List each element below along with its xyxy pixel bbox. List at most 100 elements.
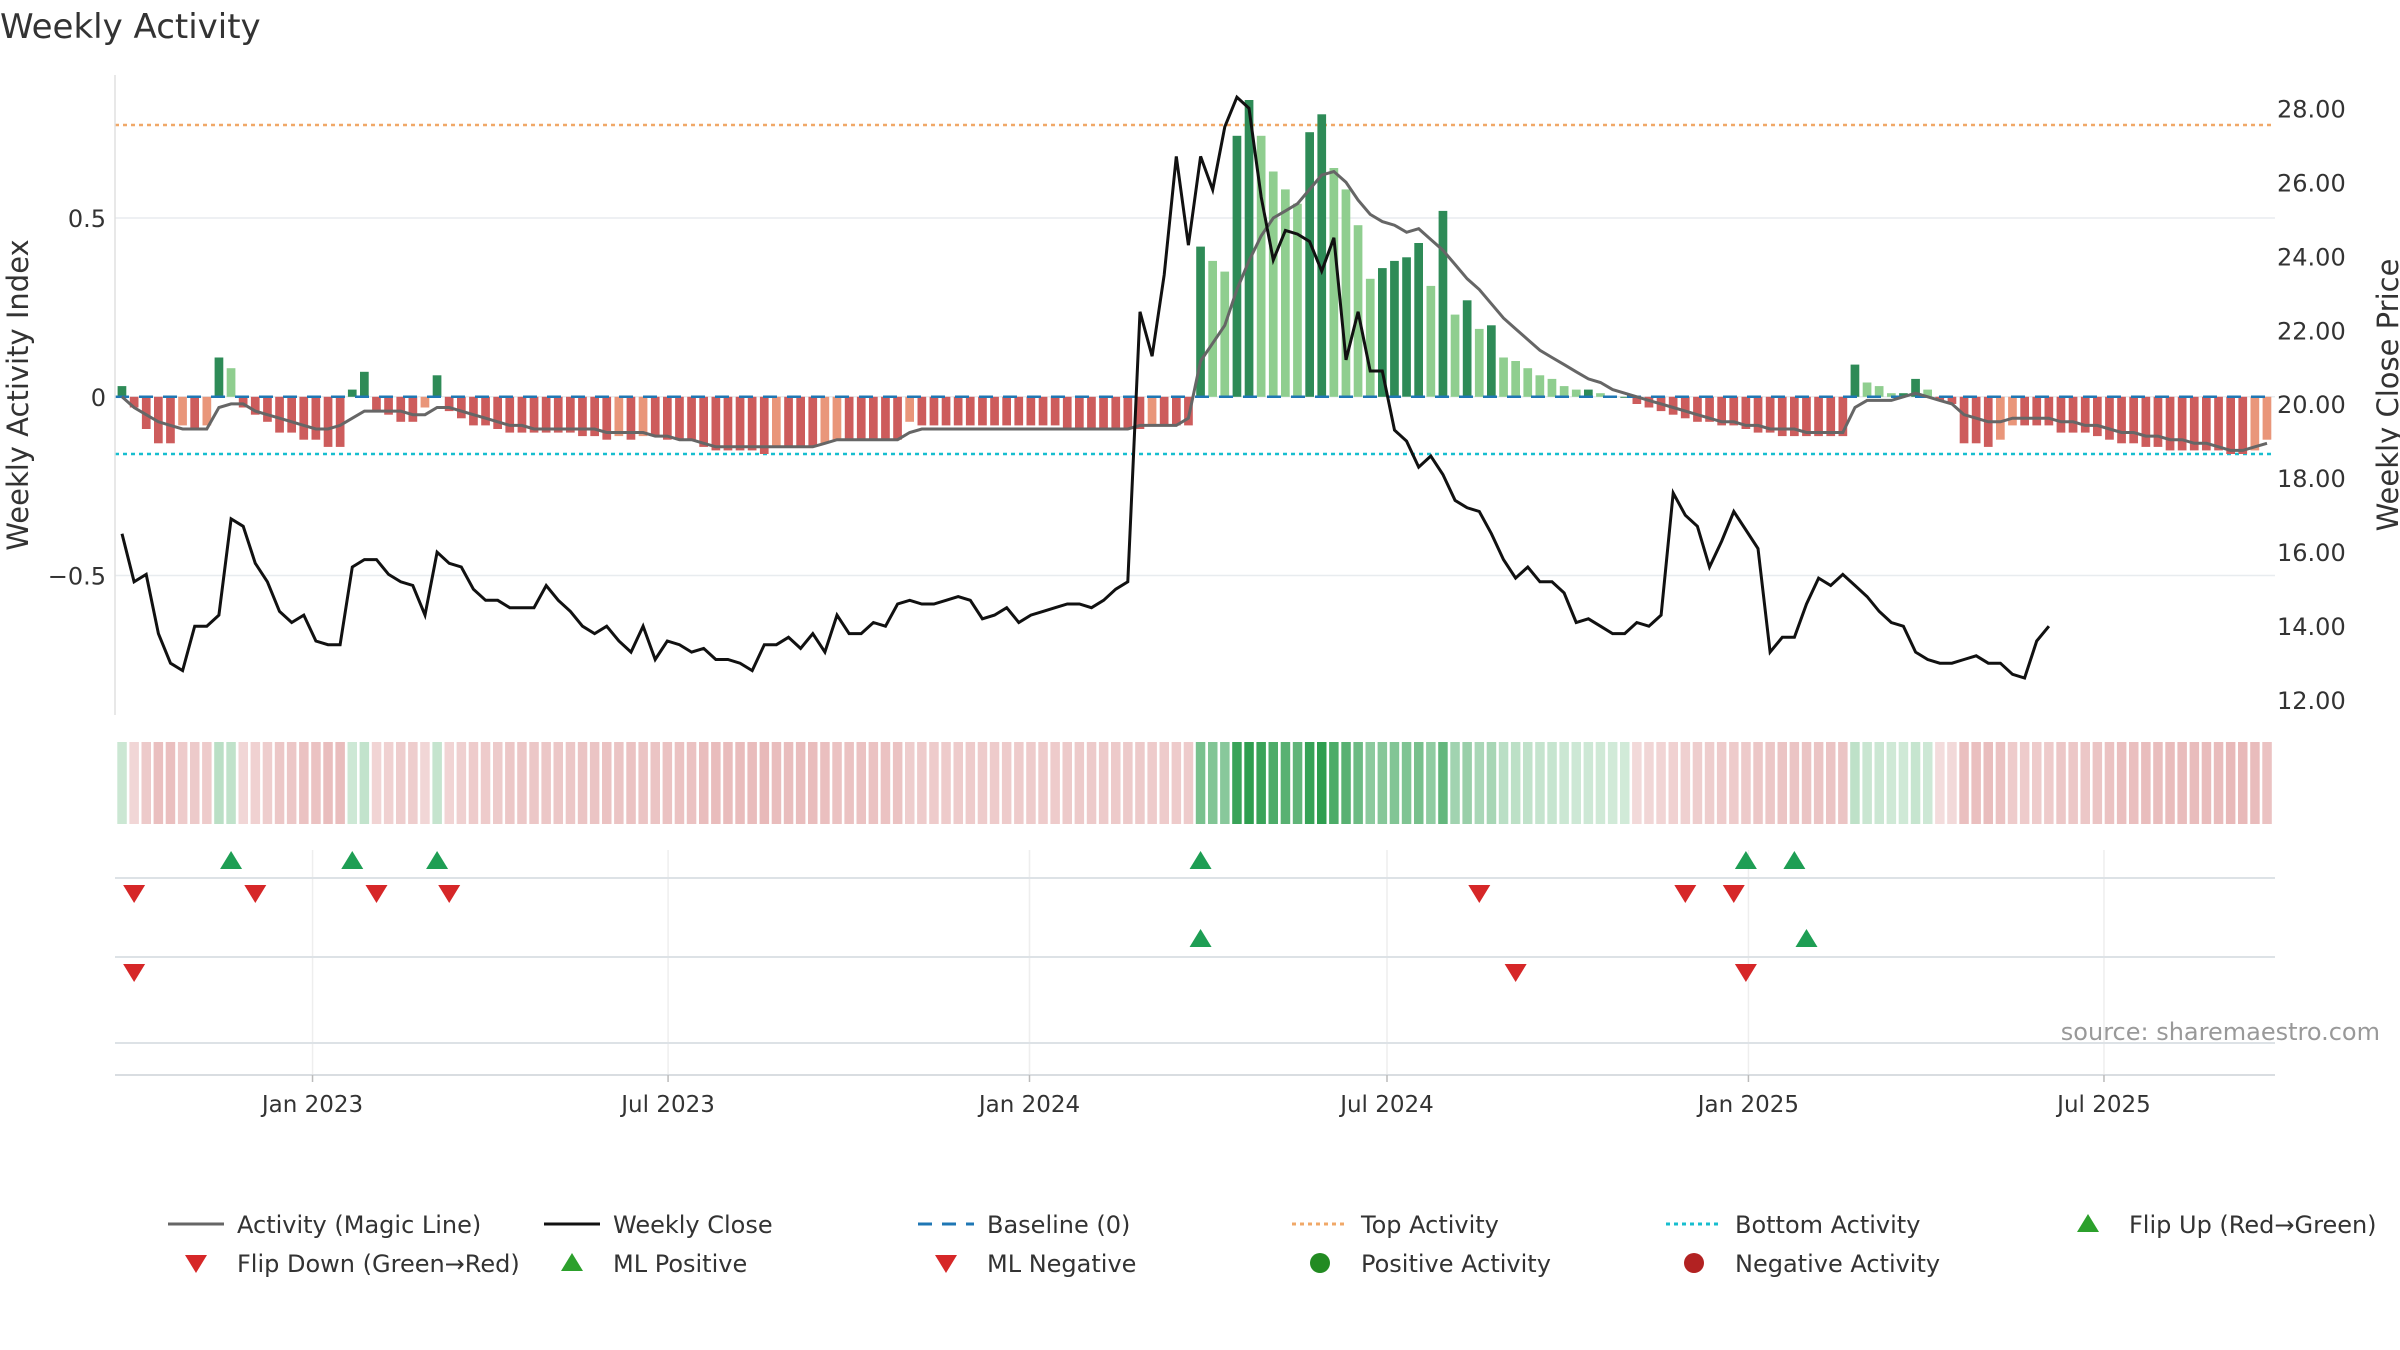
heat-strip-cell <box>1183 742 1194 824</box>
activity-bar <box>1111 396 1121 429</box>
activity-bar <box>578 396 587 437</box>
y-axis-left-label: Weekly Activity Index <box>1 239 35 550</box>
heat-strip-cell <box>1414 742 1424 824</box>
heat-strip-cell <box>1583 742 1594 824</box>
ml-negative-marker <box>1504 964 1527 982</box>
activity-bar <box>1644 396 1654 408</box>
heat-strip-cell <box>638 742 648 824</box>
activity-bar <box>602 396 612 440</box>
legend-label: ML Positive <box>613 1250 747 1278</box>
heat-strip-cell <box>977 742 988 824</box>
heat-strip-cell <box>1304 742 1315 824</box>
heat-strip-cell <box>1317 742 1327 824</box>
activity-bar <box>1329 168 1339 397</box>
heat-strip-cell <box>456 742 467 824</box>
heat-strip-cell <box>2056 742 2066 824</box>
activity-bar <box>856 396 866 440</box>
heat-strip-cell <box>1462 742 1472 824</box>
y-right-tick-label: 18.00 <box>2277 465 2346 493</box>
legend-swatch-triangle-up <box>561 1253 583 1271</box>
heat-strip-cell <box>1256 742 1266 824</box>
heat-strip-cell <box>2007 742 2018 824</box>
heat-strip-cell <box>2262 742 2272 824</box>
source-label: source: sharemaestro.com <box>2061 1018 2380 1046</box>
activity-bar <box>505 396 515 433</box>
weekly-close-line <box>120 94 2051 680</box>
legend-label: Top Activity <box>1360 1211 1499 1239</box>
heat-strip-cell <box>808 742 818 824</box>
activity-bar <box>1729 396 1739 426</box>
heat-strip-cell <box>214 742 224 824</box>
activity-bar <box>1123 396 1133 429</box>
activity-bar <box>1014 396 1024 426</box>
activity-bar <box>141 396 151 429</box>
heat-strip-cell <box>420 742 430 824</box>
flip-down-marker <box>123 885 146 903</box>
activity-bar <box>553 396 563 433</box>
heat-strip-cell <box>1741 742 1751 824</box>
heat-strip-cell <box>1644 742 1654 824</box>
heat-strip-cell <box>529 742 539 824</box>
heat-strip-cell <box>2129 742 2139 824</box>
activity-bar <box>1305 132 1314 397</box>
flip-down-marker <box>438 885 461 903</box>
activity-bar <box>541 396 551 433</box>
activity-bar <box>335 396 345 447</box>
heat-strip-cell <box>2019 742 2030 824</box>
legend-swatch-circle <box>1684 1253 1704 1273</box>
heat-strip-cell <box>1050 742 1060 824</box>
heat-strip-cell <box>1716 742 1727 824</box>
heat-strip-cell <box>1753 742 1763 824</box>
y-right-tick-label: 16.00 <box>2277 539 2346 567</box>
heat-strip-cell <box>1801 742 1812 824</box>
heat-strip-cell <box>1401 742 1412 824</box>
heat-strip-cell <box>699 742 709 824</box>
activity-bar <box>457 396 466 419</box>
activity-bar <box>687 396 696 440</box>
heat-strip-cell <box>408 742 418 824</box>
heat-strip-cell <box>1026 742 1036 824</box>
activity-bar <box>1438 210 1448 397</box>
heat-strip-cell <box>650 742 660 824</box>
heat-strip-cell <box>820 742 830 824</box>
activity-bar <box>1777 396 1787 437</box>
activity-bar <box>638 396 648 437</box>
flip-down-marker <box>1674 885 1697 903</box>
heat-strip-cell <box>238 742 248 824</box>
heat-strip-cell <box>1620 742 1630 824</box>
heat-strip-cell <box>505 742 515 824</box>
axes: 0.5 0 −0.5 28.00 26.00 24.00 22.00 20.00 18.00 16… <box>48 75 2346 715</box>
heat-strip-cell <box>1498 742 1509 824</box>
heat-strip-cell <box>1607 742 1618 824</box>
activity-bar <box>2165 396 2175 451</box>
activity-bar <box>1099 396 1108 429</box>
heat-strip-cell <box>165 742 176 824</box>
x-tick-label: Jan 2023 <box>260 1092 363 1118</box>
ml-positive-marker <box>1795 929 1818 947</box>
activity-bar <box>408 396 418 422</box>
heat-strip-cell <box>2141 742 2151 824</box>
heat-strip-cell <box>844 742 854 824</box>
heat-strip-cell <box>747 742 757 824</box>
signal-rows <box>115 850 2275 1076</box>
activity-bar <box>166 396 175 444</box>
activity-bar <box>1050 396 1060 426</box>
flip-down-marker <box>365 885 388 903</box>
activity-bar <box>2250 396 2260 451</box>
activity-bar <box>1717 396 1726 426</box>
heat-strip-cell <box>1935 742 1945 824</box>
activity-bar <box>1378 268 1387 397</box>
heat-strip-cell <box>1910 742 1921 824</box>
activity-bar <box>2214 396 2223 451</box>
activity-bar <box>432 375 442 397</box>
heat-strip-cell <box>674 742 685 824</box>
activity-bar <box>1087 396 1096 429</box>
heat-strip-cell <box>1171 742 1182 824</box>
heat-strip-cell <box>1474 742 1485 824</box>
heat-strip-cell <box>892 742 903 824</box>
legend-item: Activity (Magic Line) <box>168 1211 481 1239</box>
heat-strip-cell <box>941 742 951 824</box>
heat-strip-cell <box>274 742 285 824</box>
activity-bar <box>1935 396 1945 401</box>
activity-bar <box>1402 257 1411 397</box>
